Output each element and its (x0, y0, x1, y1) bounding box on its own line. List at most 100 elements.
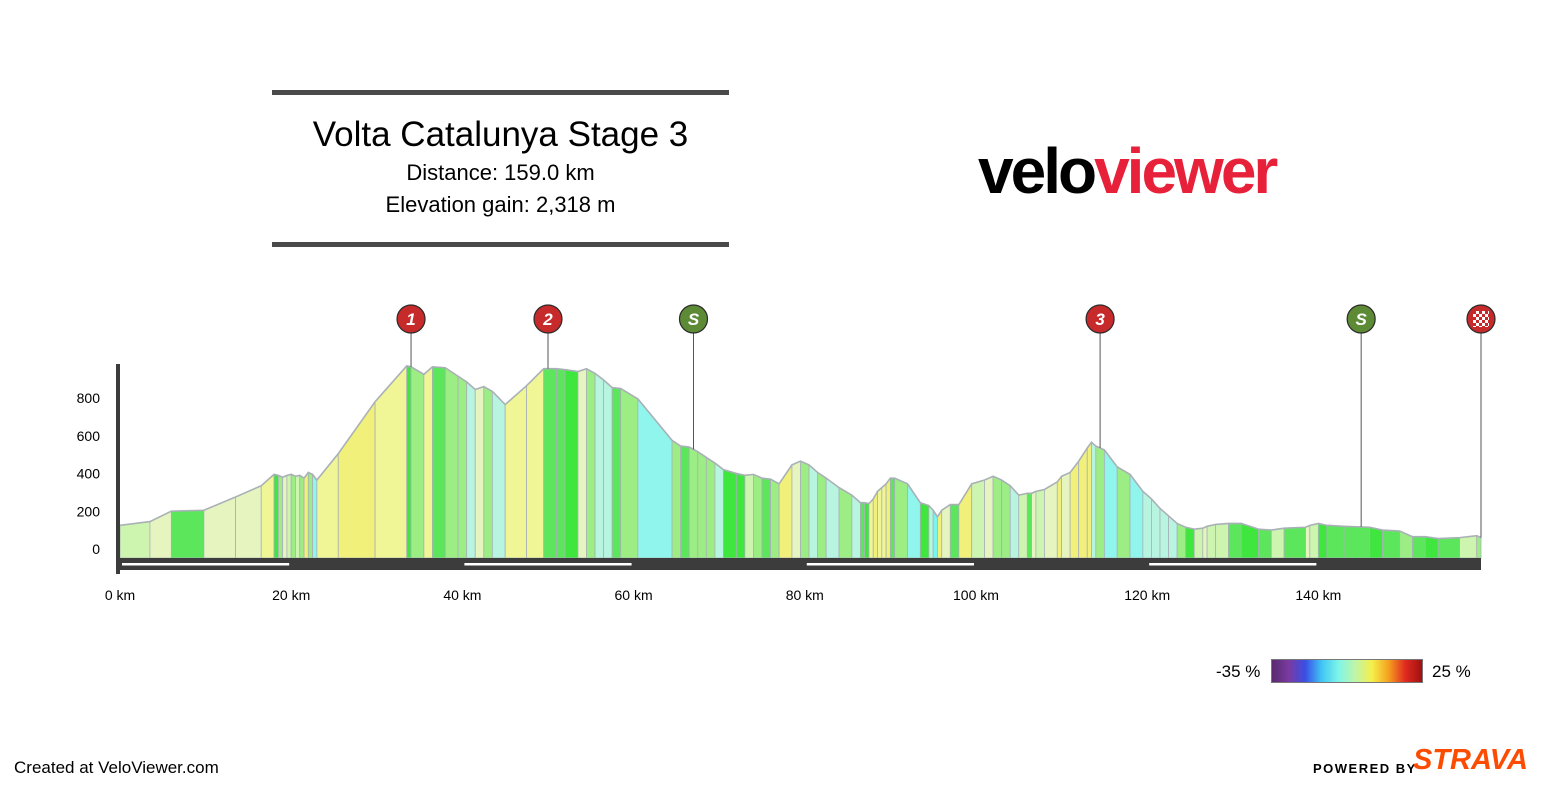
gradient-segment (1078, 446, 1088, 559)
gradient-segment (444, 366, 459, 559)
gradient-segment (928, 504, 934, 559)
gradient-segment (877, 486, 883, 559)
gradient-segment (273, 473, 279, 559)
gradient-segment (723, 469, 737, 559)
gradient-segment (907, 482, 921, 559)
gradient-segment (410, 366, 425, 559)
gradient-segment (423, 365, 433, 559)
gradient-segment (838, 486, 853, 559)
y-tick-label: 200 (77, 503, 101, 519)
gradient-segment (1129, 473, 1144, 559)
gradient-segment (543, 368, 557, 559)
gradient-segment (1044, 481, 1058, 559)
y-tick-label: 600 (77, 428, 101, 444)
x-tick-label: 20 km (272, 587, 310, 603)
gradient-segment (800, 460, 810, 559)
x-tick-label: 140 km (1295, 587, 1341, 603)
gradient-segment (894, 477, 908, 559)
climb-marker-label: 3 (1095, 310, 1105, 329)
gradient-segment (577, 368, 587, 559)
gradient-segment (688, 446, 699, 559)
gradient-segment (1258, 528, 1272, 559)
finish-flag-icon (1473, 311, 1489, 327)
x-axis-band (116, 558, 1481, 570)
gradient-segment (466, 381, 476, 559)
gradient-segment (556, 368, 566, 559)
gradient-segment (881, 482, 887, 559)
legend-max-label: 25 % (1432, 662, 1471, 681)
x-tick-label: 120 km (1124, 587, 1170, 603)
gradient-segment (1215, 523, 1229, 559)
sprint-marker-circle (1346, 304, 1376, 334)
gradient-segment (235, 485, 262, 559)
gradient-segment (851, 494, 861, 559)
strava-wordmark: STRAVA (1413, 744, 1528, 776)
gradient-segment (919, 502, 930, 559)
gradient-segment (1412, 536, 1426, 559)
gradient-segment (119, 521, 151, 559)
gradient-segment (303, 471, 309, 559)
gradient-segment (949, 504, 960, 559)
gradient-segment (825, 477, 840, 559)
gradient-segment (374, 364, 408, 559)
x-tick-label: 40 km (443, 587, 481, 603)
climb-marker-circle (533, 304, 563, 334)
gradient-segment (1305, 524, 1311, 559)
gradient-segment (1185, 526, 1195, 559)
distance-band-stripe (122, 563, 290, 566)
climb-markers: 1 2 S 3 S (396, 304, 1496, 538)
elevation-text: Elevation gain: 2,318 m (385, 192, 616, 217)
x-tick-label: 60 km (615, 587, 653, 603)
gradient-segment (1009, 484, 1020, 559)
gradient-segment (1026, 492, 1033, 559)
gradient-segment (286, 473, 292, 559)
veloviewer-logo: veloviewer (978, 135, 1278, 207)
gradient-segment (149, 510, 172, 559)
gradient-segment (457, 375, 468, 559)
climb-marker-label: 2 (542, 310, 553, 329)
gradient-segment (1326, 524, 1345, 559)
gradient-segment (1424, 536, 1439, 559)
sprint-marker-label: S (688, 310, 700, 329)
gradient-segment (817, 471, 827, 559)
gradient-segment (282, 474, 288, 559)
gradient-segment (1091, 441, 1097, 559)
gradient-segment (1369, 526, 1383, 559)
gradient-segment (603, 379, 613, 559)
gradient-segment (620, 387, 639, 559)
gradient-segment (594, 372, 605, 559)
title-rule-top (272, 90, 729, 95)
distance-band-stripe (464, 563, 632, 566)
gradient-segment (277, 474, 284, 559)
profile-outline-group (119, 364, 1482, 540)
powered-by-label: POWERED BY (1313, 761, 1417, 776)
x-tick-label: 0 km (105, 587, 135, 603)
gradient-segment (868, 497, 874, 559)
gradient-segment (697, 450, 707, 559)
gradient-segment (984, 475, 994, 559)
gradient-segment (714, 462, 724, 559)
created-at-link[interactable]: Created at VeloViewer.com (14, 758, 219, 777)
gradient-segment (203, 496, 236, 559)
gradient-segment (941, 503, 951, 559)
gradient-segment (770, 478, 780, 559)
logo-part-velo: velo (978, 135, 1097, 207)
gradient-segment (1193, 527, 1204, 559)
gradient-segment (1018, 492, 1028, 559)
x-tick-label: 80 km (786, 587, 824, 603)
gradient-segment (1206, 523, 1217, 559)
logo-part-viewer: viewer (1094, 135, 1278, 207)
gradient-segment (1343, 525, 1371, 559)
distance-band-stripe (1149, 563, 1317, 566)
gradient-segment (170, 509, 205, 559)
gradient-segment (872, 489, 878, 559)
gradient-segment (1056, 475, 1062, 559)
gradient-segment (705, 456, 716, 559)
gradient-segment (889, 477, 896, 559)
gradient-segment (491, 390, 506, 559)
gradient-segment (307, 471, 313, 559)
gradient-segment (671, 439, 682, 559)
gradient-segment (290, 473, 296, 559)
gradient-segment (808, 464, 819, 559)
gradient-segment (864, 502, 870, 559)
